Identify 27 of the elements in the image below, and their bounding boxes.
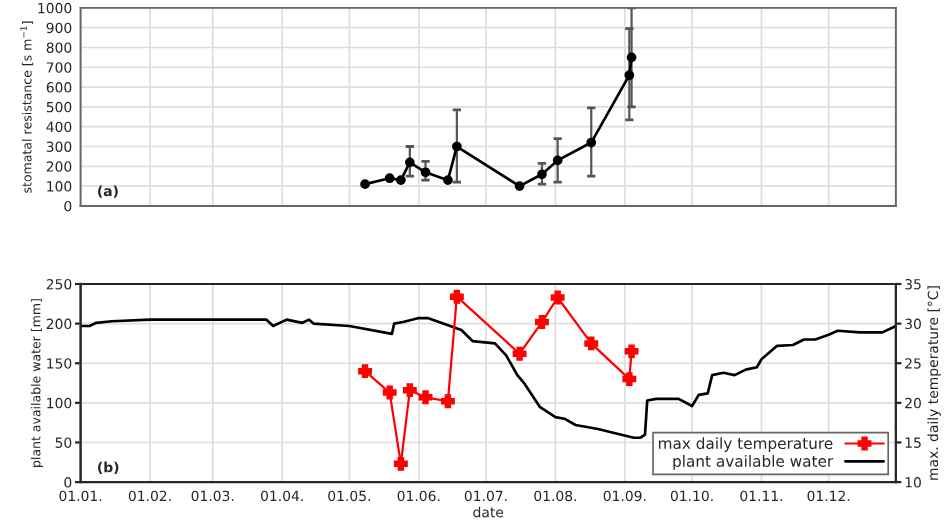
point <box>514 181 525 191</box>
point <box>420 167 431 178</box>
point <box>393 456 408 471</box>
point <box>402 383 417 398</box>
point <box>624 344 639 359</box>
point <box>537 169 547 180</box>
point <box>622 372 637 387</box>
point <box>550 290 565 305</box>
point <box>624 70 635 81</box>
point <box>396 175 406 186</box>
point <box>586 137 597 148</box>
point <box>418 390 433 405</box>
point <box>382 385 397 400</box>
point <box>440 394 455 409</box>
point <box>384 173 395 184</box>
point <box>443 175 453 186</box>
point <box>449 289 464 304</box>
point <box>626 52 637 63</box>
point <box>452 141 462 152</box>
point <box>552 155 563 166</box>
point <box>512 346 527 361</box>
point <box>404 157 415 168</box>
point <box>360 179 370 190</box>
point <box>358 364 372 379</box>
point <box>584 336 599 351</box>
line-series <box>80 316 896 440</box>
point <box>535 315 549 329</box>
